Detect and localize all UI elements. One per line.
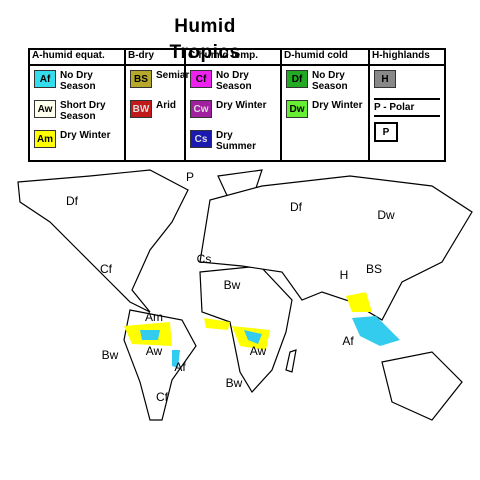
zone-patch — [204, 318, 230, 330]
legend-swatch: Aw — [34, 100, 56, 118]
map-label: Af — [174, 360, 186, 374]
eurasia — [199, 175, 473, 321]
map-label: Dw — [377, 208, 395, 222]
map-label: Bw — [226, 376, 243, 390]
map-label: P — [186, 170, 194, 184]
legend-column: A-humid equat. Af No Dry Season Aw Short Dry… — [30, 50, 126, 160]
title: Humid Tropics — [150, 14, 260, 66]
legend-label: Dry Winter — [60, 130, 111, 141]
legend-header: H-highlands — [370, 50, 444, 66]
legend-label: No Dry Season — [60, 70, 96, 92]
legend-swatch: Cf — [190, 70, 212, 88]
map-label: Am — [145, 310, 163, 324]
legend-item: BS Semiarid — [130, 70, 208, 88]
legend-item: P — [374, 122, 402, 142]
legend-swatch: Am — [34, 130, 56, 148]
legend-item: Af No Dry Season — [34, 70, 112, 92]
legend-column: D-humid cold Df No Dry Season Dw Dry Winter — [282, 50, 370, 160]
legend-item: Cs Dry Summer — [190, 130, 268, 152]
zone-patch — [172, 350, 180, 368]
australia — [381, 351, 463, 421]
zone-patch — [346, 292, 372, 312]
legend-label: Arid — [156, 100, 176, 111]
legend-swatch: Dw — [286, 100, 308, 118]
legend-label: No Dry Season — [216, 70, 252, 92]
map-label: Cf — [100, 262, 113, 276]
map-label: Bw — [102, 348, 119, 362]
madagascar — [285, 349, 297, 373]
legend-swatch: H — [374, 70, 396, 88]
legend-swatch: Df — [286, 70, 308, 88]
legend-label: Short Dry Season — [60, 100, 106, 122]
north-america — [17, 169, 189, 313]
map-label: Af — [342, 334, 354, 348]
zone-patch — [140, 330, 160, 340]
zone-patch — [352, 316, 400, 346]
map-label: Df — [290, 200, 303, 214]
legend-label: P - Polar — [374, 98, 440, 117]
map-label: BS — [366, 262, 382, 276]
legend-swatch: Cw — [190, 100, 212, 118]
legend-label: Dry Winter — [216, 100, 267, 111]
map-label: Bw — [224, 278, 241, 292]
map-label: Cf — [156, 390, 169, 404]
legend-swatch: BW — [130, 100, 152, 118]
legend-column: C-humid temp. Cf No Dry Season Cw Dry Winter… — [186, 50, 282, 160]
legend-item: H — [374, 70, 400, 88]
legend-item: Dw Dry Winter — [286, 100, 364, 118]
legend-label: No Dry Season — [312, 70, 348, 92]
legend-column: B-dry BS Semiarid BW Arid — [126, 50, 198, 160]
legend-item: Aw Short Dry Season — [34, 100, 112, 122]
legend-item: BW Arid — [130, 100, 208, 118]
legend-column: H-highlands H P - Polar P — [370, 50, 444, 160]
legend-swatch: BS — [130, 70, 152, 88]
map-label: Aw — [146, 344, 163, 358]
legend-header: A-humid equat. — [30, 50, 124, 66]
zone-patch — [244, 330, 262, 344]
legend-item: Cf No Dry Season — [190, 70, 268, 92]
legend-header: B-dry — [126, 50, 184, 66]
legend-header: D-humid cold — [282, 50, 368, 66]
map-label: Df — [66, 194, 79, 208]
legend-swatch: Cs — [190, 130, 212, 148]
legend-label: Dry Winter — [312, 100, 363, 111]
legend-swatch: P — [374, 122, 398, 142]
legend-label: Dry Summer — [216, 130, 257, 152]
legend: A-humid equat. Af No Dry Season Aw Short Dry… — [28, 48, 446, 162]
legend-item: Am Dry Winter — [34, 130, 112, 148]
map-label: Aw — [250, 344, 267, 358]
legend-item: Df No Dry Season — [286, 70, 364, 92]
legend-header: C-humid temp. — [186, 50, 280, 66]
legend-swatch: Af — [34, 70, 56, 88]
map-label: H — [340, 268, 349, 282]
legend-label: Semiarid — [156, 70, 199, 81]
legend-item: Cw Dry Winter — [190, 100, 268, 118]
map-label: Cs — [197, 252, 212, 266]
title-line: Tropics — [169, 42, 241, 63]
title-line: Humid — [174, 16, 236, 37]
